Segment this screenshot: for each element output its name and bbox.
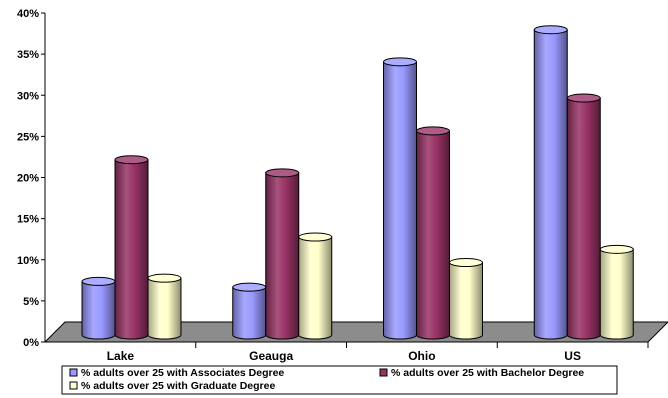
bar [81,276,116,340]
bar [232,282,267,340]
legend: % adults over 25 with Associates Degree%… [61,365,618,395]
bar-body [81,280,116,340]
bar-body [416,130,450,340]
bar [383,57,417,340]
bar [533,25,568,340]
bar [566,93,601,340]
x-tick-label: Lake [107,349,135,363]
legend-swatch [69,368,78,377]
bar-top [81,276,116,286]
legend-item: % adults over 25 with Bachelor Degree [379,367,584,379]
bar [147,273,182,340]
bar [114,155,149,340]
bar-body [383,61,417,340]
y-tick-label: 30% [17,90,39,102]
y-tick-label: 40% [17,8,39,20]
bar [599,244,634,340]
legend-swatch [69,381,78,390]
bar-top [232,282,267,292]
bar-body [265,172,300,340]
legend-item: % adults over 25 with Graduate Degree [69,380,275,392]
bars [81,25,634,340]
legend-swatch [379,368,388,377]
bar [298,232,333,340]
y-tick-label: 25% [17,131,39,143]
y-tick-label: 15% [17,214,39,226]
x-tick-label: US [564,349,581,363]
bar-body [599,248,634,340]
bar-top [449,258,483,268]
x-tick-label: Geauga [249,349,293,363]
bar [449,258,483,340]
bar-body [533,29,568,340]
bar-top [416,126,450,136]
y-tick-label: 0% [23,337,39,349]
bar [265,168,300,340]
bar-top [566,93,601,103]
bar-top [599,244,634,254]
y-axis: 0% 5% 10% 15% 20% 25% 30% 35% 40% [17,8,46,349]
bar-body [298,236,333,340]
y-tick-label: 20% [17,173,39,185]
bar-top [298,232,333,242]
legend-label: % adults over 25 with Bachelor Degree [391,367,584,379]
legend-label: % adults over 25 with Associates Degree [81,367,284,379]
y-tick-label: 35% [17,49,39,61]
bar-top [147,273,182,283]
legend-item: % adults over 25 with Associates Degree [69,367,284,379]
bar-body [232,286,267,340]
y-tick-label: 10% [17,255,39,267]
x-axis: Lake Geauga Ohio US [45,341,649,363]
bar-top [383,57,417,67]
legend-label: % adults over 25 with Graduate Degree [81,380,275,392]
bar-top [114,155,149,165]
bar-body [114,159,149,340]
bar-body [449,262,483,340]
bar-top [533,25,568,35]
x-tick-label: Ohio [408,349,435,363]
bar-body [566,97,601,340]
y-tick-label: 5% [23,296,39,308]
legend-box [61,365,618,395]
bar-body [147,277,182,340]
bar-top [265,168,300,178]
bar [416,126,450,340]
